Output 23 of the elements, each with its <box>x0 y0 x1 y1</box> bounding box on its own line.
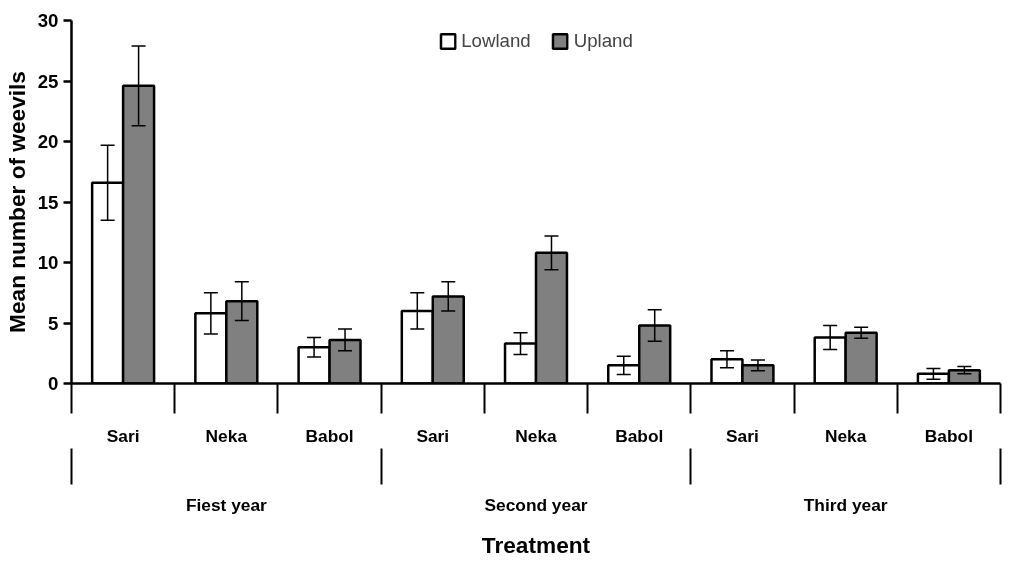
text: Second year <box>484 494 588 515</box>
x-tick-label: Babol <box>615 425 664 446</box>
y-tick-label: 20 <box>37 131 59 152</box>
y-tick-label: 25 <box>37 70 59 92</box>
x-tick-label: Sari <box>106 425 140 446</box>
legend-label: Upland <box>573 30 633 52</box>
text: Fiest year <box>185 494 268 515</box>
x-tick-label: Sari <box>726 425 759 446</box>
x-tick-label: Neka <box>824 425 867 446</box>
x-axis-title: Treatment <box>481 531 591 558</box>
x-tick-label: Babol <box>924 425 973 446</box>
x-tick-label: Sari <box>416 425 450 446</box>
x-tick-label: Neka <box>515 425 558 446</box>
legend-label: Lowland <box>461 30 531 52</box>
y-axis-title: Mean number of weevils <box>3 71 30 333</box>
y-tick-label: 15 <box>37 191 59 213</box>
y-tick-label: 10 <box>37 252 59 273</box>
text: Third year <box>803 494 888 515</box>
x-tick-label: Neka <box>205 425 248 446</box>
x-tick-label: Babol <box>305 425 354 446</box>
y-tick-label: 30 <box>37 10 59 31</box>
y-tick-label: 0 <box>48 373 59 394</box>
y-tick-label: 5 <box>48 312 59 334</box>
